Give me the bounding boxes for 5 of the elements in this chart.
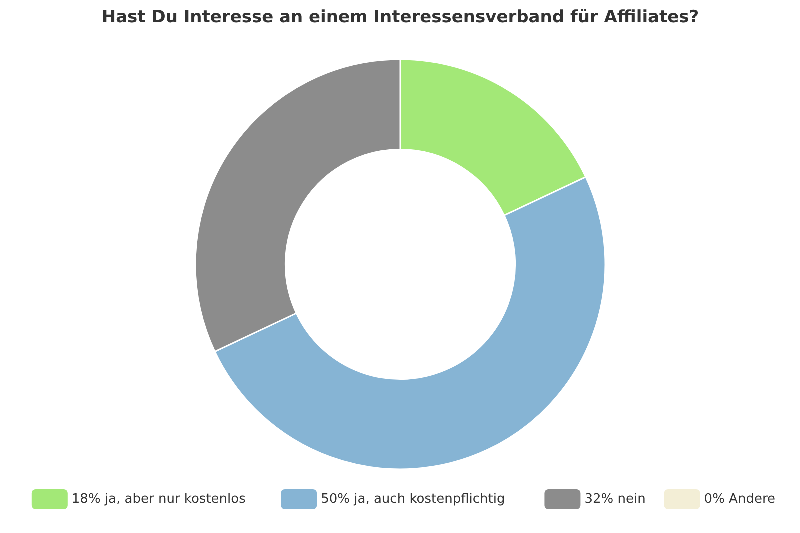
legend-label: 32% nein [584,492,646,507]
chart-title: Hast Du Interesse an einem Interessensverband für Affiliates? [102,8,700,28]
legend-label: 50% ja, auch kostenpflichtig [321,492,506,507]
legend-label: 18% ja, aber nur kostenlos [72,492,246,507]
legend-label: 0% Andere [704,492,776,507]
